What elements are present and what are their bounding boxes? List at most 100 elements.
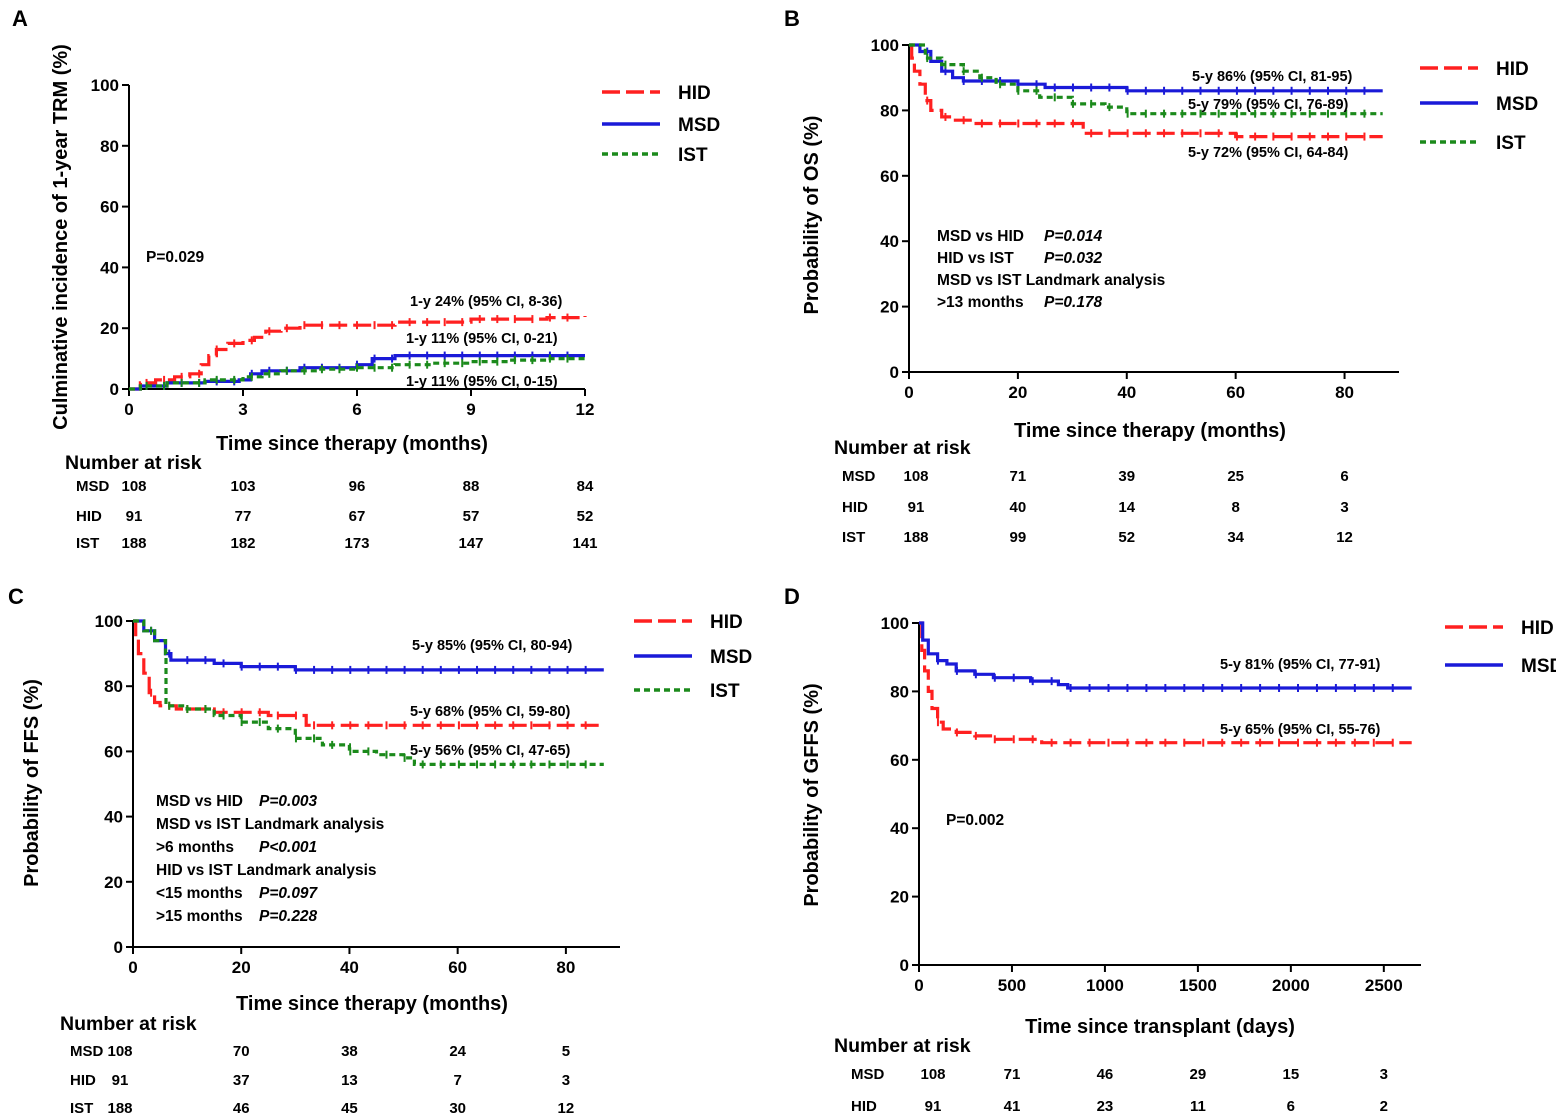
- y-tick-label: 80: [100, 137, 119, 156]
- y-tick-label: 80: [890, 682, 909, 701]
- risk-value: 188: [903, 529, 928, 546]
- stats-comparison-label: MSD vs HID: [937, 228, 1024, 245]
- x-tick-label: 1000: [1086, 976, 1124, 995]
- stats-comparison-label: MSD vs HID: [156, 793, 243, 810]
- series-hid-line: [919, 621, 1412, 745]
- risk-value: 96: [349, 478, 366, 495]
- risk-value: 46: [233, 1100, 250, 1117]
- y-axis-label: Probability of FFS (%): [21, 679, 43, 887]
- legend-item-msd: MSD: [602, 115, 720, 136]
- legend-label: HID: [710, 612, 743, 633]
- legend-item-hid: HID: [1445, 618, 1554, 639]
- estimate-annotation: 1-y 11% (95% CI, 0-15): [406, 374, 558, 390]
- x-axis-label: Time since therapy (months): [216, 433, 488, 455]
- x-tick-label: 0: [128, 958, 137, 977]
- y-tick-label: 60: [104, 742, 123, 761]
- risk-value: 141: [572, 535, 597, 552]
- x-tick-label: 1500: [1179, 976, 1217, 995]
- risk-value: 29: [1190, 1066, 1207, 1083]
- risk-value: 71: [1004, 1066, 1021, 1083]
- estimate-annotation: 5-y 81% (95% CI, 77-91): [1220, 657, 1381, 673]
- y-tick-label: 20: [880, 298, 899, 317]
- x-tick-label: 9: [466, 400, 475, 419]
- risk-value: 88: [463, 478, 480, 495]
- risk-value: 3: [562, 1072, 570, 1089]
- panel-letter: B: [784, 6, 800, 31]
- legend-item-msd: MSD: [634, 647, 752, 668]
- legend-label: HID: [678, 83, 711, 104]
- risk-value: 6: [1340, 468, 1348, 485]
- risk-value: 37: [233, 1072, 250, 1089]
- risk-value: 7: [453, 1072, 461, 1089]
- risk-value: 40: [1010, 499, 1027, 516]
- stats-text: P=0.029: [146, 249, 205, 266]
- panel-letter: D: [784, 584, 800, 609]
- legend-label: MSD: [1496, 94, 1538, 115]
- risk-value: 38: [341, 1043, 358, 1060]
- y-tick-label: 0: [890, 363, 899, 382]
- risk-value: 8: [1231, 499, 1239, 516]
- estimate-annotation: 5-y 68% (95% CI, 59-80): [410, 704, 571, 720]
- risk-value: 108: [121, 478, 146, 495]
- estimate-annotation: 5-y 79% (95% CI, 76-89): [1188, 97, 1349, 113]
- x-tick-label: 40: [1117, 383, 1136, 402]
- legend-label: HID: [1496, 59, 1529, 80]
- risk-value: 52: [1118, 529, 1135, 546]
- y-tick-label: 80: [880, 101, 899, 120]
- x-tick-label: 0: [124, 400, 133, 419]
- stats-p-value: P<0.001: [259, 839, 317, 856]
- y-tick-label: 100: [91, 76, 119, 95]
- risk-value: 24: [449, 1043, 466, 1060]
- risk-row-label: MSD: [70, 1043, 104, 1060]
- risk-value: 173: [344, 535, 369, 552]
- estimate-annotation: 5-y 56% (95% CI, 47-65): [410, 743, 571, 759]
- y-tick-label: 40: [104, 808, 123, 827]
- risk-value: 25: [1227, 468, 1244, 485]
- stats-text: MSD vs IST Landmark analysis: [937, 272, 1165, 289]
- x-axis-label: Time since therapy (months): [236, 993, 508, 1015]
- risk-value: 70: [233, 1043, 250, 1060]
- panel-letter: A: [12, 6, 28, 31]
- stats-comparison-label: >15 months: [156, 908, 243, 925]
- panel-c: C 0 20 40 60 80 100 0 20 40 60 80 Time since therapy…: [8, 584, 752, 1117]
- estimate-annotation: 5-y 65% (95% CI, 55-76): [1220, 722, 1381, 738]
- risk-value: 14: [1118, 499, 1135, 516]
- risk-value: 2: [1380, 1098, 1388, 1115]
- risk-value: 6: [1287, 1098, 1295, 1115]
- risk-row-label: HID: [70, 1072, 96, 1089]
- risk-value: 67: [349, 508, 366, 525]
- y-axis-label: Probability of OS (%): [801, 116, 823, 315]
- x-tick-label: 0: [904, 383, 913, 402]
- stats-comparison-label: >6 months: [156, 839, 234, 856]
- risk-row-label: IST: [70, 1100, 93, 1117]
- x-tick-label: 3: [238, 400, 247, 419]
- y-tick-label: 60: [100, 198, 119, 217]
- stats-p-value: P=0.228: [259, 908, 318, 925]
- series-ist-line: [129, 357, 585, 391]
- x-axis-label: Time since therapy (months): [1014, 420, 1286, 442]
- series-ist-line: [909, 43, 1383, 116]
- risk-row-label: IST: [842, 529, 865, 546]
- risk-value: 91: [925, 1098, 942, 1115]
- x-tick-label: 40: [340, 958, 359, 977]
- stats-comparison-label: HID vs IST: [937, 250, 1014, 267]
- x-tick-label: 12: [576, 400, 595, 419]
- legend-item-ist: IST: [1420, 133, 1526, 154]
- y-tick-label: 100: [881, 614, 909, 633]
- legend-label: IST: [710, 681, 740, 702]
- legend-label: HID: [1521, 618, 1554, 639]
- risk-value: 12: [1336, 529, 1353, 546]
- risk-value: 108: [107, 1043, 132, 1060]
- y-tick-label: 60: [880, 167, 899, 186]
- y-tick-label: 0: [114, 938, 123, 957]
- x-tick-label: 60: [1226, 383, 1245, 402]
- risk-value: 41: [1004, 1098, 1021, 1115]
- y-tick-label: 40: [100, 258, 119, 277]
- risk-table-title: Number at risk: [834, 1035, 971, 1057]
- y-tick-label: 100: [871, 36, 899, 55]
- x-tick-label: 500: [998, 976, 1026, 995]
- estimate-annotation: 1-y 11% (95% CI, 0-21): [406, 331, 558, 347]
- risk-value: 103: [230, 478, 255, 495]
- risk-value: 91: [126, 508, 143, 525]
